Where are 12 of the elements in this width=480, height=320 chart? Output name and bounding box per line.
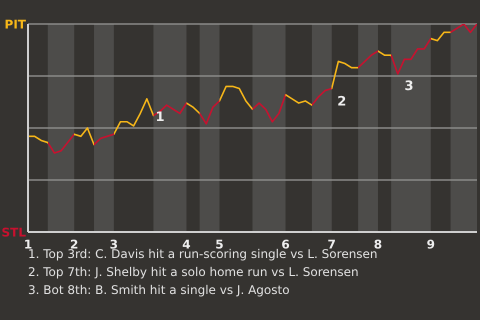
annotation: 2 <box>337 94 346 110</box>
text: 2. Top 7th: J. Shelby hit a solo home run vs L. Sorensen <box>28 264 360 281</box>
text: PIT <box>4 17 27 32</box>
x-tick-label: 6 <box>281 238 290 252</box>
annotation: 3 <box>404 79 414 94</box>
x-tick-label: 4 <box>182 238 191 252</box>
x-tick-label: 8 <box>374 238 382 252</box>
annotation: 1 <box>155 110 165 125</box>
text: 3. Bot 8th: B. Smith hit a single vs J. Agosto <box>28 282 291 299</box>
x-tick-label: 5 <box>215 238 224 252</box>
text: STL <box>2 225 26 240</box>
x-tick-label: 9 <box>426 238 435 252</box>
